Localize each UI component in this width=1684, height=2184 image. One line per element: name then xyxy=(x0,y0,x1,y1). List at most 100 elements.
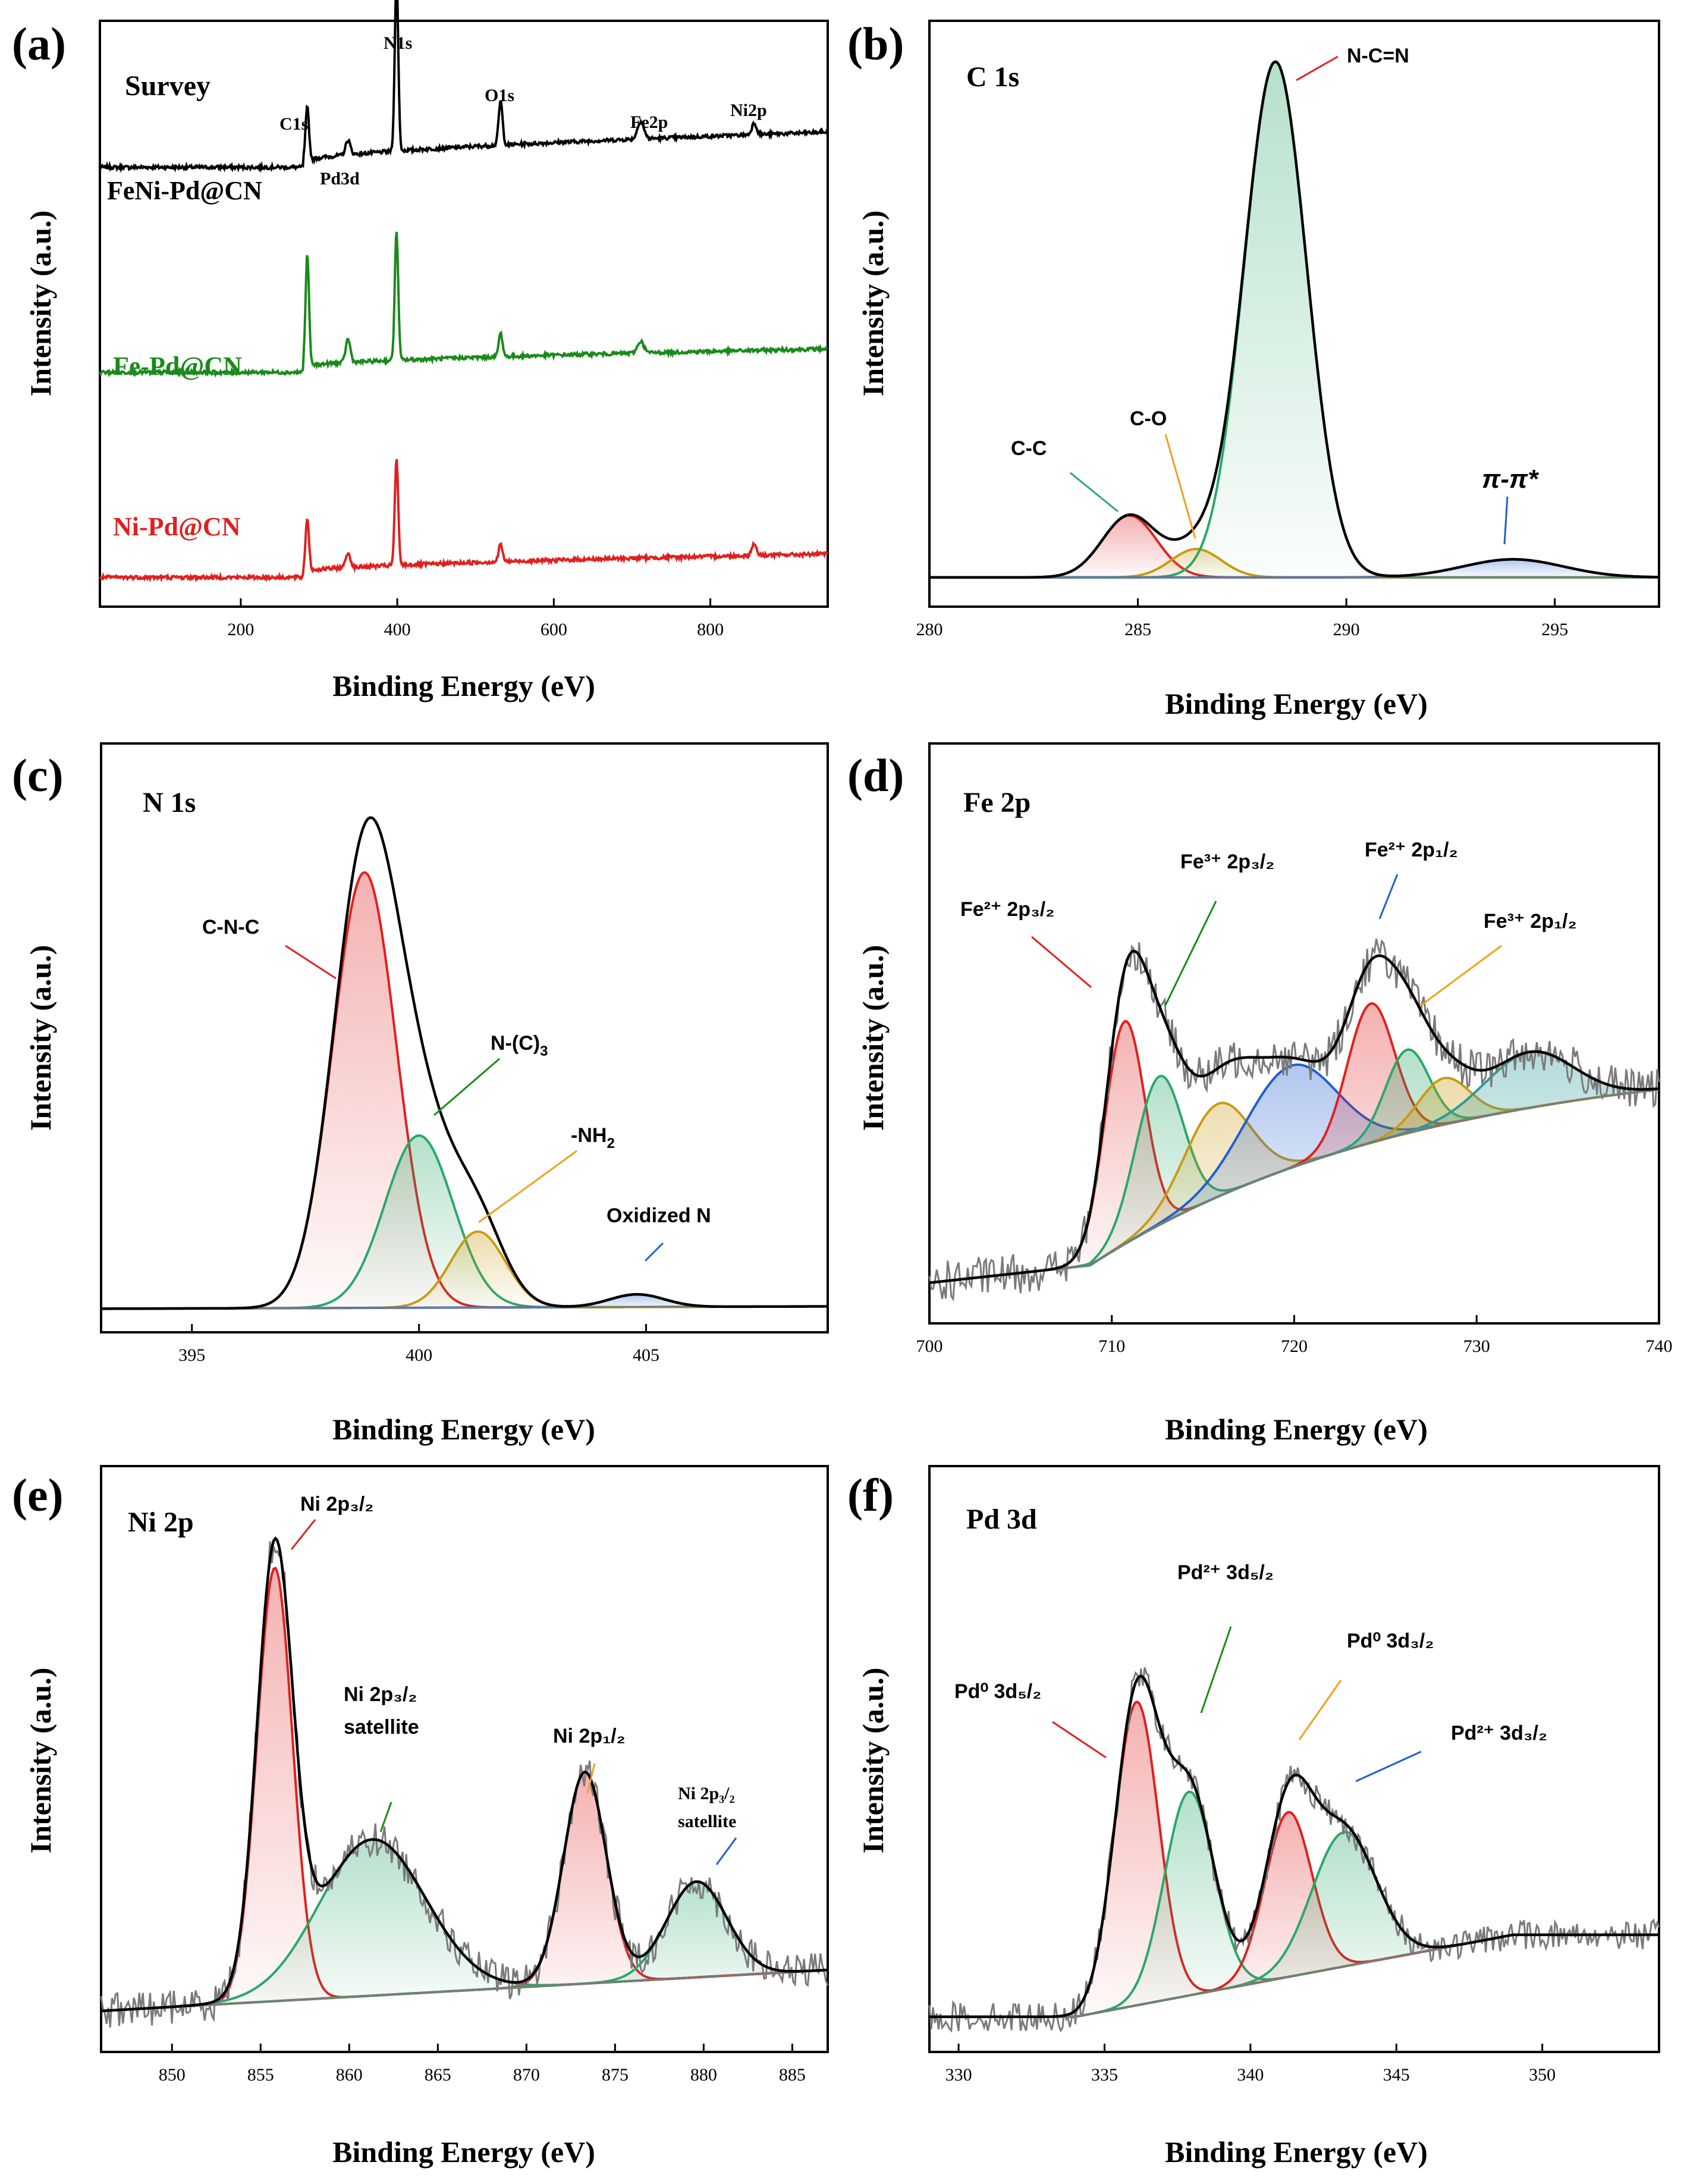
label-ni-2p12: Ni 2p₁/₂ xyxy=(553,1725,626,1747)
panel-f: (f) Pd 3d Binding Energy (eV) Intensity … xyxy=(847,1465,1660,2169)
plot-frame-f xyxy=(928,1465,1660,2053)
fe2p-fit xyxy=(928,939,1660,1302)
arrow-c-n-c xyxy=(285,944,337,980)
x-tick-label-b-0: 280 xyxy=(916,620,943,639)
envelope-f xyxy=(929,1674,1659,2019)
ni2p-fit xyxy=(100,1536,829,2028)
x-tick-label-d-1: 710 xyxy=(1098,1336,1125,1356)
arrow-ni-sat2 xyxy=(715,1837,737,1865)
x-tick-label-f-0: 330 xyxy=(945,2065,972,2085)
x-axis-label-a: Binding Energy (eV) xyxy=(332,669,595,702)
envelope-c xyxy=(101,816,828,1310)
annotations-e: Ni 2p₃/₂ Ni 2p₃/₂ satellite Ni 2p₁/₂ Ni … xyxy=(290,1493,737,1865)
label-oxidized-n: Oxidized N xyxy=(607,1204,711,1227)
x-tick-label-d-3: 730 xyxy=(1463,1336,1490,1356)
x-tick-label-e-4: 870 xyxy=(513,2065,540,2085)
panel-letter-d: (d) xyxy=(847,749,904,801)
panel-c: (c) N 1s Binding Energy (eV) Intensity (… xyxy=(12,742,829,1446)
x-tick-label-e-0: 850 xyxy=(159,2065,186,2085)
raw-data-f xyxy=(928,1667,1660,2033)
panel-letter-f: (f) xyxy=(847,1469,894,1521)
arrow-oxidized-n xyxy=(644,1242,664,1262)
panel-title-e: Ni 2p xyxy=(128,1507,194,1538)
panel-letter-c: (c) xyxy=(12,749,64,801)
panel-e: (e) Ni 2p Binding Energy (eV) Intensity … xyxy=(12,1465,829,2169)
arrow-pd0-3d32 xyxy=(1298,1680,1342,1740)
label-fe3-2p12: Fe³⁺ 2p₁/₂ xyxy=(1484,910,1577,933)
label-fe2-2p32: Fe²⁺ 2p₃/₂ xyxy=(960,898,1054,921)
panel-letter-e: (e) xyxy=(12,1469,64,1521)
x-tick-label-e-3: 865 xyxy=(425,2065,451,2085)
x-tick-label-f-2: 340 xyxy=(1237,2065,1264,2085)
series-label-feni: FeNi-Pd@CN xyxy=(107,176,262,205)
plot-frame-c xyxy=(100,742,829,1333)
label-n-c3: N-(C)3 xyxy=(491,1032,548,1059)
peak-label-c1s: C1s xyxy=(279,114,308,134)
arrow-fe2-2p12 xyxy=(1378,874,1399,920)
survey-curve-2 xyxy=(99,459,828,583)
x-axis-label-c: Binding Energy (eV) xyxy=(332,1413,595,1446)
x-axis-label-b: Binding Energy (eV) xyxy=(1165,687,1428,720)
label-c-n-c: C-N-C xyxy=(202,916,259,939)
label-c-c: C-C xyxy=(1011,437,1047,460)
x-tick-label-f-4: 350 xyxy=(1529,2065,1556,2085)
arrow-ni-2p32 xyxy=(290,1519,316,1550)
envelope-d xyxy=(929,949,1660,1284)
x-tick-label-d-0: 700 xyxy=(916,1336,943,1356)
component-fill-f-0 xyxy=(929,1702,1659,2017)
plot-frame-d xyxy=(928,742,1660,1325)
survey-curve-1 xyxy=(99,231,828,378)
component-fill-e-0 xyxy=(101,1568,828,2012)
component-fill-d-3 xyxy=(929,1065,1659,1283)
x-tick-label-c-0: 395 xyxy=(178,1345,205,1365)
x-tick-label-e-1: 855 xyxy=(247,2065,274,2085)
survey-series xyxy=(99,0,829,583)
arrow-ni-sat1 xyxy=(379,1802,392,1832)
label-satellite-2: satellite xyxy=(678,1812,736,1831)
annotations-c: C-N-C N-(C)3 -NH2 Oxidized N xyxy=(202,916,711,1262)
peak-label-o1s: O1s xyxy=(485,86,514,105)
y-axis-label-c: Intensity (a.u.) xyxy=(24,945,57,1131)
x-axis-label-e: Binding Energy (eV) xyxy=(332,2135,595,2169)
panel-title-c: N 1s xyxy=(143,787,196,818)
x-ticks-e: 850 855 860 865 870 875 880 885 xyxy=(159,2044,806,2085)
panel-title-b: C 1s xyxy=(966,61,1019,93)
plot-frame-a xyxy=(99,20,829,608)
component-fill-e-3 xyxy=(101,1881,828,2012)
arrow-fe3-2p32 xyxy=(1164,900,1217,1006)
label-n-c-n: N-C=N xyxy=(1347,45,1409,67)
x-tick-label-b-2: 290 xyxy=(1333,620,1360,639)
panel-title-d: Fe 2p xyxy=(963,787,1030,818)
x-tick-label-a-2: 600 xyxy=(541,620,567,639)
label-ni-2p32: Ni 2p₃/₂ xyxy=(300,1493,373,1515)
x-tick-label-b-1: 285 xyxy=(1124,620,1151,639)
component-fill-b-2 xyxy=(929,62,1659,578)
label-pd2-3d32: Pd²⁺ 3d₃/₂ xyxy=(1451,1722,1547,1744)
y-axis-label-a: Intensity (a.u.) xyxy=(24,211,57,397)
survey-curve-0 xyxy=(99,0,829,173)
y-axis-label-d: Intensity (a.u.) xyxy=(856,945,890,1131)
component-fill-d-0 xyxy=(929,1021,1659,1283)
y-axis-label-e: Intensity (a.u.) xyxy=(24,1668,57,1854)
x-axis-label-d: Binding Energy (eV) xyxy=(1165,1413,1428,1446)
x-tick-label-a-1: 400 xyxy=(384,620,411,639)
annotations-d: Fe²⁺ 2p₃/₂ Fe³⁺ 2p₃/₂ Fe²⁺ 2p₁/₂ Fe³⁺ 2p… xyxy=(960,839,1577,1006)
arrow-c-o xyxy=(1164,434,1196,539)
x-tick-label-a-0: 200 xyxy=(227,620,254,639)
x-tick-label-a-3: 800 xyxy=(697,620,724,639)
arrow-pd0-3d52 xyxy=(1052,1721,1107,1759)
raw-data-d xyxy=(928,939,1660,1302)
component-fill-f-2 xyxy=(929,1812,1659,2017)
n1s-fit xyxy=(101,816,828,1310)
arrow-fe2-2p32 xyxy=(1031,936,1092,989)
x-axis-label-f: Binding Energy (eV) xyxy=(1165,2135,1428,2169)
y-axis-label-b: Intensity (a.u.) xyxy=(856,211,890,397)
peak-label-pd3d: Pd3d xyxy=(320,169,360,189)
component-fill-b-0 xyxy=(929,515,1659,578)
panel-b: (b) C 1s Binding Energy (eV) Intensity (… xyxy=(847,18,1660,720)
annotations-b: C-C C-O N-C=N π-π* xyxy=(1011,45,1539,545)
label-satellite-1: satellite xyxy=(344,1716,419,1739)
x-ticks-d: 700 710 720 730 740 xyxy=(916,1315,1673,1356)
peak-label-ni2p: Ni2p xyxy=(730,101,767,120)
arrow-pi-pi xyxy=(1503,496,1509,545)
